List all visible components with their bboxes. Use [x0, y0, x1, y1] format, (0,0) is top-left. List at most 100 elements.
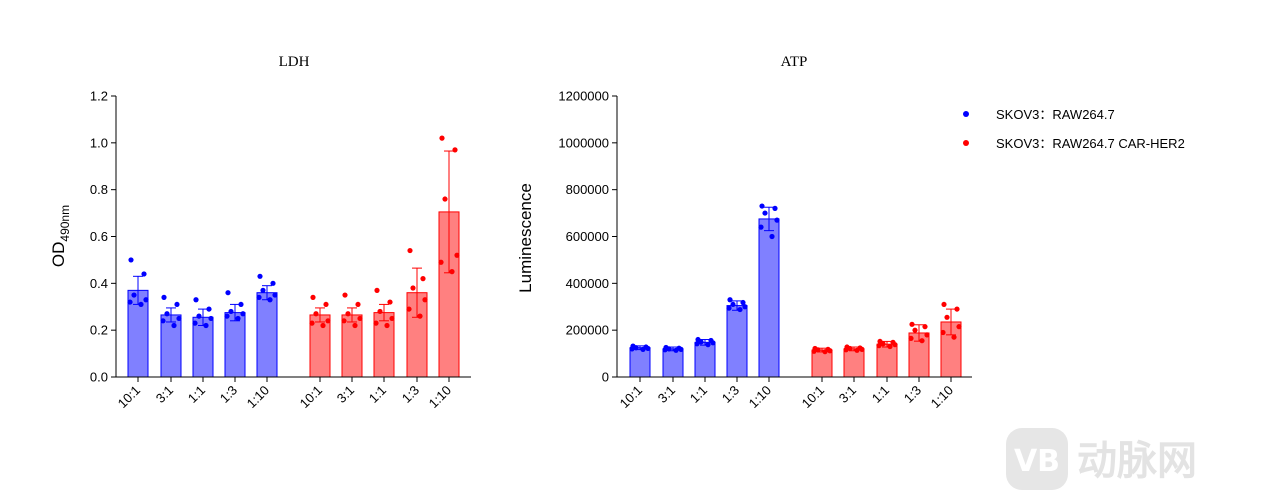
atp-point-s1-4-2 — [740, 299, 746, 306]
atp-point-s1-5-2 — [772, 205, 778, 211]
ldh-point-s2-3-4 — [389, 315, 395, 322]
atp-point-s2-5-2 — [954, 306, 960, 312]
ldh-point-s2-5-3 — [442, 196, 448, 202]
atp-point-s2-3-6 — [887, 343, 893, 350]
atp-y-tick-label-5: 1000000 — [558, 135, 609, 150]
ldh-point-s1-5-1 — [257, 273, 263, 279]
legend-item-car-her2: SKOV3：RAW264.7 CAR-HER2 — [963, 136, 1185, 151]
ldh-y-tick-label-2: 0.4 — [90, 276, 108, 291]
atp-point-s1-1-4 — [645, 345, 651, 352]
atp-point-s1-4-6 — [737, 306, 743, 313]
atp-point-s1-5-6 — [769, 233, 775, 240]
atp-point-s2-4-1 — [909, 321, 915, 327]
ldh-point-s2-5-6 — [449, 269, 455, 275]
atp-point-s2-3-3 — [880, 341, 886, 347]
ldh-y-tick-label-6: 1.2 — [90, 89, 108, 104]
atp-point-s2-2-3 — [847, 345, 853, 352]
ldh-point-s1-4-3 — [228, 308, 234, 315]
atp-point-s2-1-6 — [822, 349, 828, 355]
ldh-x-tick-label-s1-4: 1:3 — [217, 383, 240, 406]
ldh-bar-s1-3 — [192, 316, 214, 378]
ldh-point-s1-2-2 — [174, 301, 180, 308]
ldh-point-s2-2-1 — [342, 292, 348, 298]
legend-label-car-her2: SKOV3：RAW264.7 CAR-HER2 — [996, 136, 1185, 151]
ldh-point-s1-5-3 — [260, 287, 266, 293]
atp-point-s1-5-3 — [762, 210, 768, 216]
ldh-point-s1-3-6 — [203, 322, 209, 329]
atp-point-s1-5-5 — [758, 224, 764, 230]
atp-point-s1-5-4 — [774, 217, 780, 223]
ldh-point-s2-2-3 — [345, 311, 351, 317]
ldh-point-s1-5-5 — [256, 294, 262, 300]
ldh-point-s2-5-2 — [452, 147, 458, 153]
atp-point-s1-1-6 — [640, 346, 646, 352]
ldh-point-s1-5-2 — [270, 280, 276, 286]
atp-point-s2-2-5 — [843, 347, 849, 353]
atp-x-tick-label-s1-2: 3:1 — [655, 383, 678, 406]
atp-chart-title: ATP — [781, 54, 808, 70]
atp-point-s2-1-4 — [827, 348, 833, 354]
atp-x-tick-label-s1-4: 1:3 — [719, 383, 742, 406]
watermark: VB 动脉网 — [1006, 428, 1197, 490]
atp-x-tick-label-s2-5: 1:10 — [928, 383, 957, 412]
atp-point-s2-4-3 — [912, 327, 918, 333]
atp-x-tick-label-s2-1: 10:1 — [799, 383, 828, 412]
ldh-point-s1-4-1 — [225, 290, 231, 296]
ldh-chart: LDH OD490nm 0.0 0.2 0.4 0.6 0.8 1.0 1.2 10:1 3:1… — [49, 54, 471, 411]
ldh-point-s1-4-6 — [235, 315, 241, 322]
atp-point-s2-1-5 — [811, 348, 817, 354]
ldh-point-s2-3-2 — [387, 299, 393, 305]
ldh-x-tick-label-s1-1: 10:1 — [115, 383, 144, 412]
ldh-point-s2-2-2 — [355, 301, 361, 308]
atp-point-s1-2-5 — [662, 347, 668, 353]
atp-point-s2-3-4 — [892, 342, 898, 348]
ldh-y-tick-label-4: 0.8 — [90, 182, 108, 197]
atp-point-s1-2-3 — [666, 346, 672, 352]
ldh-point-s1-3-1 — [193, 297, 199, 303]
ldh-point-s1-4-4 — [240, 311, 246, 317]
ldh-point-s2-1-2 — [323, 301, 329, 308]
atp-point-s2-5-1 — [941, 301, 947, 308]
atp-point-s2-4-2 — [922, 324, 928, 330]
ldh-bar-s1-2 — [160, 314, 182, 378]
atp-point-s2-5-4 — [956, 324, 962, 330]
ldh-point-s2-3-1 — [374, 287, 380, 293]
ldh-bar-s2-2 — [341, 314, 363, 378]
atp-point-s2-4-5 — [908, 335, 914, 341]
atp-y-tick-label-6: 1200000 — [558, 89, 609, 104]
ldh-point-s2-2-5 — [341, 318, 347, 324]
ldh-bar-s1-5 — [256, 292, 278, 378]
legend: SKOV3：RAW264.7 SKOV3：RAW264.7 CAR-HER2 — [963, 107, 1185, 151]
ldh-chart-title: LDH — [279, 54, 310, 70]
atp-point-s1-4-1 — [727, 297, 733, 303]
atp-chart: ATP Luminescence 0 200000 400000 600000 8000… — [516, 54, 972, 411]
atp-point-s1-2-4 — [678, 346, 684, 352]
atp-bar-s1-4 — [726, 305, 748, 378]
atp-x-tick-label-s2-2: 3:1 — [836, 383, 859, 406]
atp-point-s2-3-5 — [876, 343, 882, 349]
legend-marker-red — [963, 140, 969, 146]
ldh-point-s1-1-6 — [138, 301, 144, 308]
atp-point-s1-3-6 — [705, 342, 711, 348]
ldh-y-tick-label-0: 0.0 — [90, 370, 108, 385]
atp-x-tick-label-s1-3: 1:1 — [687, 383, 710, 406]
ldh-x-tick-label-s2-3: 1:1 — [366, 383, 389, 406]
watermark-text: 动脉网 — [1077, 438, 1197, 484]
ldh-point-s2-5-1 — [439, 135, 445, 141]
ldh-x-tick-label-s2-1: 10:1 — [297, 383, 326, 412]
atp-point-s1-1-5 — [629, 346, 635, 352]
ldh-point-s1-1-3 — [131, 292, 137, 298]
legend-label-raw264: SKOV3：RAW264.7 — [996, 107, 1115, 122]
ldh-point-s2-4-6 — [417, 313, 423, 319]
ldh-point-s2-3-6 — [384, 322, 390, 329]
legend-marker-blue — [963, 111, 969, 117]
ldh-point-s2-2-6 — [352, 322, 358, 329]
ldh-point-s1-1-2 — [141, 271, 147, 277]
atp-point-s1-2-6 — [673, 347, 679, 353]
ldh-point-s2-4-4 — [422, 297, 428, 303]
atp-bar-s2-2 — [843, 348, 865, 378]
ldh-x-tick-label-s2-4: 1:3 — [399, 383, 422, 406]
ldh-point-s2-5-5 — [438, 259, 444, 265]
atp-y-axis-label: Luminescence — [516, 183, 535, 293]
ldh-y-tick-label-1: 0.2 — [90, 323, 108, 338]
